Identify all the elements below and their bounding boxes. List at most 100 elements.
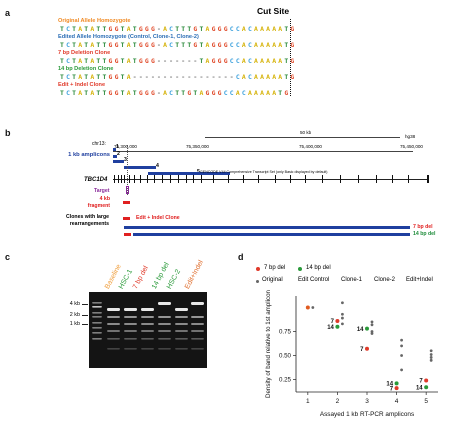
legend-7-dot: [256, 267, 260, 271]
del14-point-label: 14: [327, 325, 334, 331]
nucleotide: T: [181, 41, 188, 49]
exon-mark: [118, 175, 119, 183]
nucleotide: T: [102, 41, 109, 49]
nucleotide: A: [126, 89, 133, 97]
nucleotide: T: [175, 25, 182, 33]
nucleotide: G: [114, 57, 121, 65]
original-point: [341, 322, 344, 326]
nucleotide: -: [193, 57, 200, 65]
amplicon-bar-1: [113, 148, 116, 151]
nucleotide: C: [247, 73, 254, 81]
ruler-line: [113, 151, 413, 152]
exon-mark: [147, 175, 148, 183]
sequence-row-label: Edited Allele Homozygote (Control, Clone…: [58, 34, 199, 40]
amplicon-number-1: 1: [116, 144, 119, 150]
nucleotide: A: [254, 41, 261, 49]
nucleotide: C: [229, 89, 236, 97]
nucleotide: A: [78, 73, 85, 81]
gel-band: [158, 338, 171, 340]
del7-label: 7 bp del: [413, 224, 433, 230]
nucleotide: -: [163, 73, 170, 81]
nucleotide: A: [126, 57, 133, 65]
nucleotide: T: [72, 25, 79, 33]
nucleotide: T: [199, 25, 206, 33]
nucleotide: G: [144, 41, 151, 49]
exon-mark: [228, 175, 229, 183]
nucleotide: T: [284, 41, 291, 49]
original-point: [400, 368, 403, 372]
nucleotide: G: [284, 89, 291, 97]
nucleotide: T: [84, 41, 91, 49]
gel-band: [175, 330, 188, 332]
gel-band: [141, 323, 154, 325]
gel-band: [191, 316, 204, 318]
sequence-row: TCTATATTGGTATGGG-------TAGGGCCACAAAAATG: [60, 57, 296, 65]
gene-dotted-guide: [127, 145, 128, 195]
amplicon-bar-3: [113, 160, 124, 163]
clones-label: Clones with large rearrangements: [66, 214, 109, 227]
nucleotide: G: [290, 73, 297, 81]
nucleotide: A: [260, 89, 267, 97]
genome-label: hg38: [405, 134, 416, 139]
exon-mark: [134, 175, 135, 183]
nucleotide: G: [211, 89, 218, 97]
sequence-row: TCTATATTGGTA-----------------CACAAAAATG: [60, 73, 296, 81]
amplicon-number-4: 4: [156, 163, 159, 169]
nucleotide: C: [241, 89, 248, 97]
original-point: [429, 356, 433, 359]
exon-mark: [186, 175, 187, 183]
exon-mark: [193, 175, 194, 183]
del14-point: [335, 324, 340, 329]
del14-point-label: 14: [416, 385, 423, 391]
x-tick-label: 2: [336, 398, 340, 405]
edit-indel-bar: [123, 217, 130, 220]
del14-red-bar: [124, 233, 131, 236]
legend-14-dot: [298, 267, 302, 271]
x-tick-label: 1: [306, 398, 310, 405]
gel-lane-label: HSC-2: [166, 268, 183, 291]
chrom-label: chr13:: [92, 141, 106, 147]
marker-tick-1kb: [82, 324, 88, 325]
nucleotide: T: [84, 89, 91, 97]
nucleotide: T: [102, 73, 109, 81]
exon-mark: [154, 175, 155, 183]
gel-band: [191, 338, 204, 340]
del7-point-label: 7: [331, 319, 335, 325]
original-point: [400, 354, 403, 357]
exon-mark: [275, 175, 276, 183]
gel-band: [141, 308, 154, 311]
nucleotide: A: [126, 41, 133, 49]
exon-mark: [129, 175, 130, 183]
exon-mark: [290, 175, 291, 183]
marker-2kb: 2 kb: [69, 312, 80, 318]
header-edit-indel: Edit+Indel: [406, 277, 433, 283]
nucleotide: T: [72, 73, 79, 81]
gel-band: [191, 302, 204, 305]
nucleotide: G: [114, 25, 121, 33]
marker-tick-2kb: [82, 315, 88, 316]
gel-band: [175, 308, 188, 311]
nucleotide: T: [175, 41, 182, 49]
nucleotide: G: [114, 73, 121, 81]
nucleotide: T: [72, 57, 79, 65]
nucleotide: A: [163, 89, 170, 97]
original-point: [429, 358, 433, 362]
marker-4kb: 4 kb: [69, 301, 80, 307]
nucleotide: -: [193, 73, 200, 81]
nucleotide: G: [193, 41, 200, 49]
exon-mark: [305, 175, 306, 183]
original-point: [341, 316, 344, 320]
nucleotide: -: [132, 73, 139, 81]
nucleotide: -: [223, 73, 230, 81]
nucleotide: A: [163, 25, 170, 33]
gencode-label: GENCODE V44 Comprehensive Transcript Set…: [200, 170, 328, 174]
nucleotide: C: [229, 41, 236, 49]
coord-4: 75,450,000: [400, 144, 423, 149]
nucleotide: A: [266, 25, 273, 33]
exon-mark: [121, 175, 122, 183]
nucleotide: C: [66, 41, 73, 49]
nucleotide: A: [278, 25, 285, 33]
nucleotide: A: [254, 73, 261, 81]
original-point: [370, 323, 374, 327]
nucleotide: G: [108, 73, 115, 81]
